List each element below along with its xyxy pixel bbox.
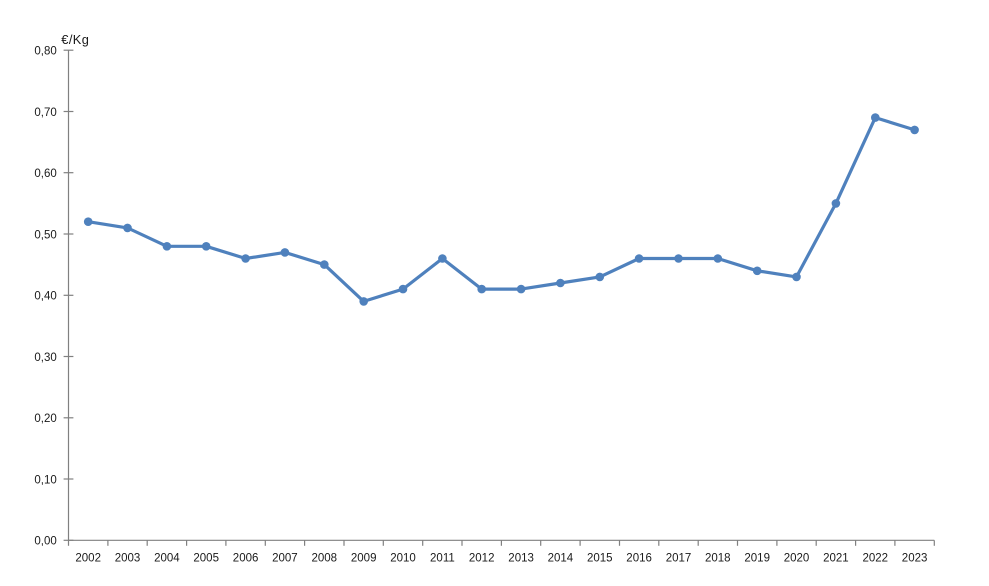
svg-text:0,50: 0,50 — [34, 229, 56, 241]
svg-text:2021: 2021 — [823, 553, 849, 565]
svg-text:2015: 2015 — [587, 553, 613, 565]
svg-text:2010: 2010 — [390, 553, 416, 565]
svg-text:€/Kg: €/Kg — [61, 32, 89, 47]
svg-text:2016: 2016 — [626, 553, 652, 565]
svg-text:2023: 2023 — [902, 553, 928, 565]
svg-text:2004: 2004 — [154, 553, 180, 565]
svg-text:0,10: 0,10 — [34, 474, 56, 486]
svg-text:0,20: 0,20 — [34, 413, 56, 425]
svg-text:2005: 2005 — [193, 553, 219, 565]
svg-text:2022: 2022 — [863, 553, 889, 565]
svg-text:0,40: 0,40 — [34, 291, 56, 303]
svg-text:2019: 2019 — [744, 553, 770, 565]
svg-text:2003: 2003 — [115, 553, 141, 565]
svg-text:2008: 2008 — [312, 553, 338, 565]
svg-text:2006: 2006 — [233, 553, 259, 565]
svg-text:2018: 2018 — [705, 553, 731, 565]
svg-text:0,80: 0,80 — [34, 46, 56, 58]
svg-text:2009: 2009 — [351, 553, 377, 565]
svg-text:2020: 2020 — [784, 553, 810, 565]
svg-text:2017: 2017 — [666, 553, 692, 565]
svg-text:0,00: 0,00 — [34, 536, 56, 548]
svg-text:2012: 2012 — [469, 553, 495, 565]
svg-text:0,70: 0,70 — [34, 107, 56, 119]
svg-text:2007: 2007 — [272, 553, 298, 565]
svg-text:2013: 2013 — [508, 553, 534, 565]
svg-text:0,30: 0,30 — [34, 352, 56, 364]
svg-text:0,60: 0,60 — [34, 168, 56, 180]
svg-text:2002: 2002 — [75, 553, 101, 565]
svg-text:2014: 2014 — [548, 553, 574, 565]
svg-text:2011: 2011 — [430, 553, 455, 565]
